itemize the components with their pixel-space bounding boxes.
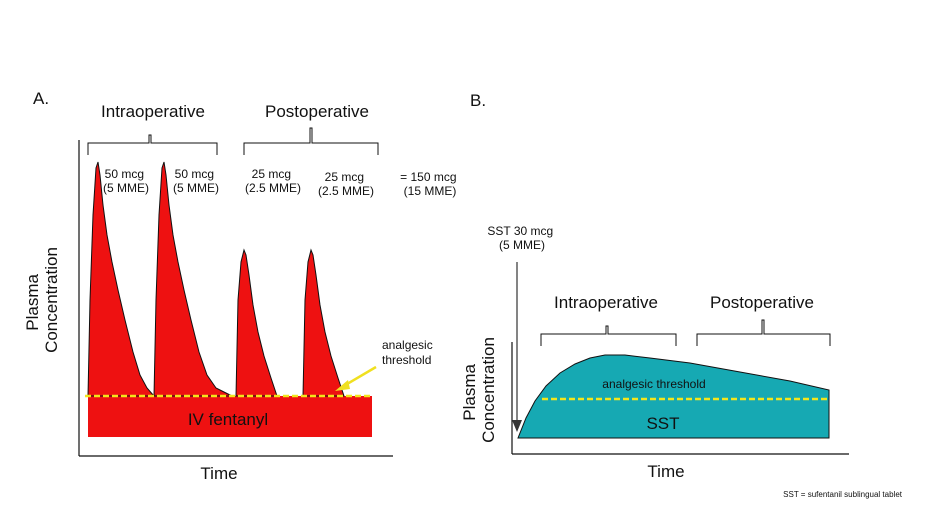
- bracket-intraoperative-b: [540, 325, 677, 346]
- y-axis-label-a: Plasma Concentration: [23, 247, 61, 353]
- fentanyl-peak-3: [235, 248, 278, 397]
- total-dose-label: = 150 mcg (15 MME): [400, 170, 460, 198]
- footnote: SST = sufentanil sublingual tablet: [783, 490, 903, 499]
- panel-b: B. SST 30 mcg (5 MME) Intraoperative Pos…: [460, 91, 849, 481]
- phase-intraoperative-b: Intraoperative: [554, 293, 658, 312]
- panel-b-label: B.: [470, 91, 486, 110]
- sst-dose-arrow-head: [512, 420, 522, 432]
- threshold-annotation-a: analgesic threshold: [382, 338, 436, 367]
- fentanyl-peak-1: [87, 161, 156, 397]
- fentanyl-peak-4: [302, 248, 345, 397]
- phase-postoperative-a: Postoperative: [265, 102, 369, 121]
- threshold-arrow-head: [335, 380, 350, 391]
- sst-label: SST: [646, 414, 679, 433]
- phase-postoperative-b: Postoperative: [710, 293, 814, 312]
- analgesic-threshold-label-b: analgesic threshold: [602, 377, 705, 391]
- dose-label-4: 25 mcg (2.5 MME): [318, 170, 374, 198]
- sst-area: [517, 354, 830, 439]
- x-axis-label-b: Time: [647, 462, 684, 481]
- iv-fentanyl-label: IV fentanyl: [188, 410, 268, 429]
- panel-a: A. Intraoperative Postoperative 50 mcg (…: [23, 89, 460, 483]
- panel-a-label: A.: [33, 89, 49, 108]
- phase-intraoperative-a: Intraoperative: [101, 102, 205, 121]
- sst-dose-label: SST 30 mcg (5 MME): [487, 224, 556, 252]
- dose-label-2: 50 mcg (5 MME): [173, 167, 219, 195]
- bracket-intraoperative-a: [87, 134, 218, 155]
- dose-label-1: 50 mcg (5 MME): [103, 167, 149, 195]
- dose-label-3: 25 mcg (2.5 MME): [245, 167, 301, 195]
- iv-fentanyl-base: [88, 396, 372, 437]
- x-axis-label-a: Time: [200, 464, 237, 483]
- bracket-postoperative-a: [243, 127, 379, 155]
- fentanyl-peak-2: [153, 161, 233, 397]
- bracket-postoperative-b: [696, 319, 831, 346]
- y-axis-label-b: Plasma Concentration: [460, 337, 498, 443]
